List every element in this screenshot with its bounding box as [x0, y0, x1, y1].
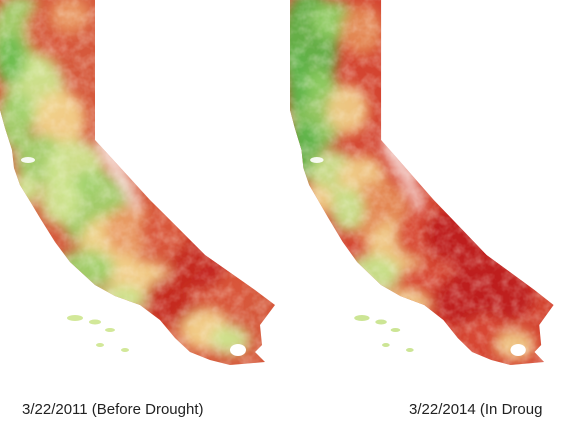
island	[405, 348, 414, 352]
island	[105, 328, 115, 332]
island	[96, 343, 104, 347]
island	[89, 319, 101, 325]
island	[121, 348, 129, 352]
sf-bay	[310, 157, 324, 163]
vegetation-layer	[0, 0, 275, 365]
sf-bay	[21, 157, 35, 163]
map-2014-panel	[290, 0, 568, 380]
california-map-2014	[290, 0, 554, 365]
island	[382, 343, 390, 347]
vegetation-layer	[290, 0, 554, 365]
island	[375, 319, 387, 325]
salton-sea	[510, 344, 526, 356]
island	[354, 315, 370, 321]
caption-2011: 3/22/2011 (Before Drought)	[22, 401, 204, 418]
island	[67, 315, 83, 321]
map-2011-panel	[0, 0, 290, 380]
caption-2014: 3/22/2014 (In Droug	[409, 401, 543, 418]
salton-sea	[230, 344, 246, 356]
california-map-2011	[0, 0, 275, 365]
island	[390, 328, 401, 332]
